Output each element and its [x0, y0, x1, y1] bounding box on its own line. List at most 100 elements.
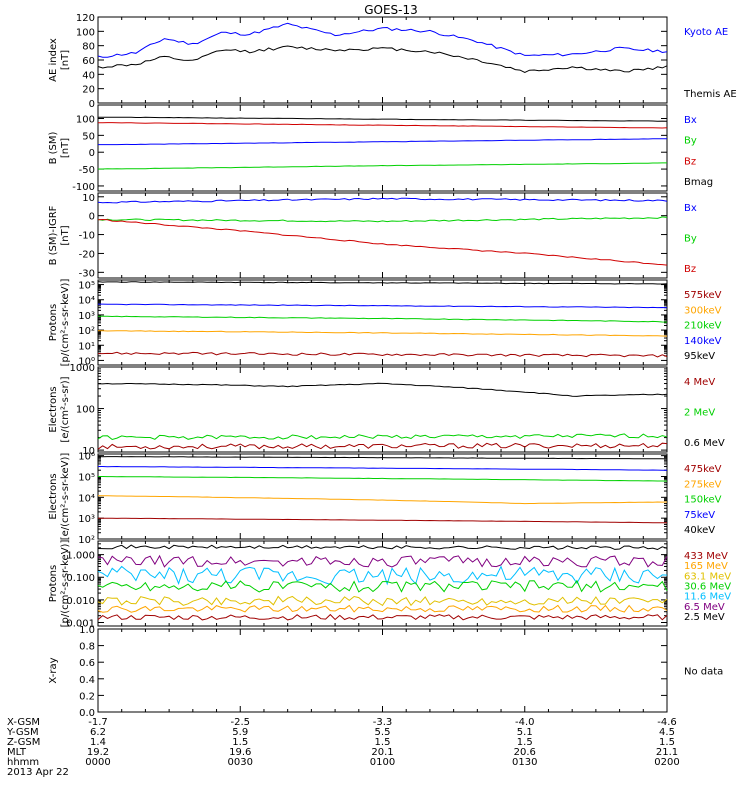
y-tick-label: 40 [82, 70, 95, 81]
x-axis-value: 0100 [370, 757, 395, 768]
x-axis-value: 19.6 [229, 747, 251, 758]
y-tick-label: -50 [79, 165, 95, 176]
series-line-bx [98, 138, 667, 146]
legend-entry: Bz [684, 264, 696, 275]
y-tick-label: 0.100 [66, 573, 95, 584]
series-line-bz [98, 122, 668, 129]
y-tick-label: 10⁴ [78, 493, 95, 504]
x-axis-value: -2.5 [230, 717, 250, 728]
series-line-75kev [98, 465, 668, 471]
series-line-165-mev [97, 604, 668, 613]
plot-title: GOES-13 [364, 3, 418, 17]
y-tick-label: 10³ [78, 514, 95, 525]
series-line-by [97, 216, 668, 223]
legend-entry: 6.5 MeV [684, 602, 725, 613]
series-line-by [98, 162, 667, 170]
legend-entry: 210keV [684, 321, 722, 332]
series-line-575kev [98, 351, 668, 358]
y-axis-label: B (SM) [48, 131, 59, 164]
panel-frame [97, 192, 668, 279]
y-tick-label: 120 [76, 13, 95, 24]
y-tick-label: 10⁰ [78, 356, 95, 367]
y-tick-label: 0 [89, 99, 95, 110]
date-label: 2013 Apr 22 [7, 767, 69, 778]
legend-entry: 475keV [684, 464, 722, 475]
series-line-themis-ae [97, 45, 668, 73]
legend-entry: 0.6 MeV [684, 438, 725, 449]
legend-entry: 150keV [684, 495, 722, 506]
legend-entry: 2 MeV [684, 408, 715, 419]
y-axis-label: Electrons [48, 386, 59, 432]
series-line-bx [97, 197, 668, 204]
y-tick-label: 50 [82, 131, 95, 142]
x-axis-value: 0000 [85, 757, 110, 768]
x-axis-row-label: MLT [7, 747, 27, 758]
legend-entry: By [684, 234, 697, 245]
series-line-475kev [97, 517, 667, 524]
series-line-0-6-mev [97, 382, 668, 397]
y-tick-label: 100 [76, 405, 95, 416]
panel-4: 10⁵ 10⁴ 10³ 10² 10¹ 10⁰ Protons [p/(cm²-s-sr-ke… [48, 279, 722, 368]
y-tick-label: 1000 [70, 363, 95, 374]
legend-entry: 30.6 MeV [684, 582, 731, 593]
y-tick-label: 100 [76, 114, 95, 125]
y-tick-label: 10⁵ [78, 281, 95, 292]
legend-entry: 95keV [684, 351, 715, 362]
x-axis-value: 4.5 [659, 727, 675, 738]
y-axis-label: X-ray [48, 657, 59, 683]
y-tick-label: 0 [89, 212, 95, 223]
x-axis-value: -4.0 [515, 717, 535, 728]
series-line-63-1-mev [97, 595, 668, 607]
y-tick-label: 100 [76, 27, 95, 38]
panel-3: 10 0 -10 -20 -30 B (SM)-IGRF [nT] Bx By Bz [48, 192, 697, 279]
x-axis-value: 5.9 [232, 727, 248, 738]
x-axis-value: 20.1 [371, 747, 393, 758]
x-axis-value: 1.5 [375, 737, 391, 748]
y-axis-unit: [e/(cm²-s-sr)] [60, 376, 71, 442]
y-axis-label: B (SM)-IGRF [48, 205, 59, 265]
y-tick-label: 20 [82, 85, 95, 96]
y-tick-label: 10² [78, 535, 95, 546]
y-tick-label: 10 [82, 446, 95, 457]
series-line-210kev [98, 315, 668, 323]
y-tick-label: 60 [82, 56, 95, 67]
series-line-kyoto-ae [97, 22, 668, 58]
legend-entry: 11.6 MeV [684, 592, 731, 603]
legend-entry: 165 MeV [684, 561, 728, 572]
panel-1: 120 100 80 60 40 20 0 AE index [nT] Kyoto AE Themi… [48, 13, 737, 110]
y-tick-label: 0 [89, 148, 95, 159]
panel-8: 1.0 0.8 0.6 0.4 0.2 0.0 X-ray No data [48, 625, 723, 719]
legend-entry: 433 MeV [684, 551, 728, 562]
x-axis-value: 1.4 [90, 737, 106, 748]
y-tick-label: 10 [82, 193, 95, 204]
legend-entry: Kyoto AE [684, 27, 728, 38]
y-tick-label: 10¹ [78, 341, 95, 352]
x-axis-value: 19.2 [87, 747, 109, 758]
legend-entry: No data [684, 667, 723, 678]
legend-entry: 4 MeV [684, 377, 715, 388]
legend-entry: Themis AE [683, 89, 737, 100]
legend-entry: Bz [684, 156, 696, 167]
y-tick-label: 80 [82, 42, 95, 53]
y-tick-label: 0.001 [66, 618, 95, 629]
panel-7: 1.000 0.100 0.010 0.001 Protons [p/(cm²-s-sr-… [48, 540, 731, 630]
legend-entry: 275keV [684, 479, 722, 490]
legend-entry: 140keV [684, 336, 722, 347]
y-tick-label: 0.0 [79, 708, 95, 719]
y-tick-label: 1.0 [79, 625, 95, 636]
panel-frame [97, 366, 668, 453]
x-axis-value: 5.1 [517, 727, 533, 738]
x-axis-value: 1.5 [659, 737, 675, 748]
panel-2: 100 50 0 -50 -100 B (SM) [nT] Bx By Bz Bmag [48, 104, 713, 193]
series-line-40kev [97, 456, 668, 460]
y-tick-label: 10³ [78, 311, 95, 322]
x-axis-value: 0200 [654, 757, 679, 768]
series-line-bmag [97, 116, 668, 122]
series-line-11-6-mev [97, 565, 668, 586]
panel-frame [97, 628, 668, 713]
y-tick-label: 10² [78, 326, 95, 337]
series-line-2-5-mev [97, 544, 668, 551]
y-tick-label: 10⁶ [78, 452, 95, 463]
legend-entry: 575keV [684, 290, 722, 301]
